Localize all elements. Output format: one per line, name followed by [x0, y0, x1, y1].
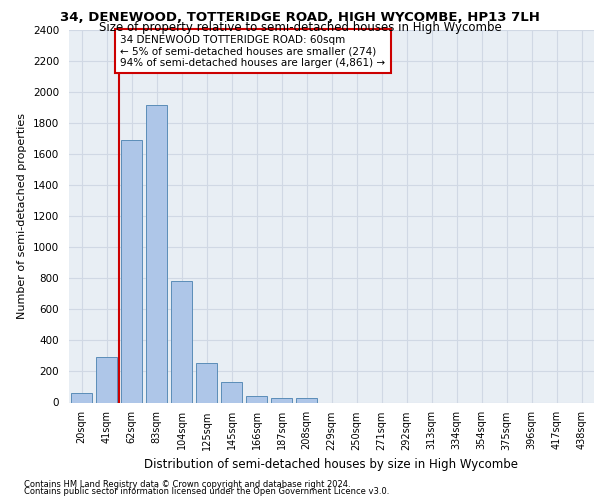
Y-axis label: Number of semi-detached properties: Number of semi-detached properties [17, 114, 28, 320]
Text: Contains public sector information licensed under the Open Government Licence v3: Contains public sector information licen… [24, 487, 389, 496]
Bar [196, 363, 217, 403]
Bar [271, 398, 292, 402]
Bar [121, 140, 142, 402]
Text: 34 DENEWOOD TOTTERIDGE ROAD: 60sqm
← 5% of semi-detached houses are smaller (274: 34 DENEWOOD TOTTERIDGE ROAD: 60sqm ← 5% … [120, 34, 385, 68]
Bar [296, 398, 317, 402]
Bar [171, 282, 192, 403]
Text: Contains HM Land Registry data © Crown copyright and database right 2024.: Contains HM Land Registry data © Crown c… [24, 480, 350, 489]
X-axis label: Distribution of semi-detached houses by size in High Wycombe: Distribution of semi-detached houses by … [145, 458, 518, 471]
Bar [96, 358, 117, 403]
Text: 34, DENEWOOD, TOTTERIDGE ROAD, HIGH WYCOMBE, HP13 7LH: 34, DENEWOOD, TOTTERIDGE ROAD, HIGH WYCO… [60, 11, 540, 24]
Text: Size of property relative to semi-detached houses in High Wycombe: Size of property relative to semi-detach… [98, 22, 502, 35]
Bar [246, 396, 267, 402]
Bar [221, 382, 242, 402]
Bar [146, 104, 167, 403]
Bar [71, 393, 92, 402]
